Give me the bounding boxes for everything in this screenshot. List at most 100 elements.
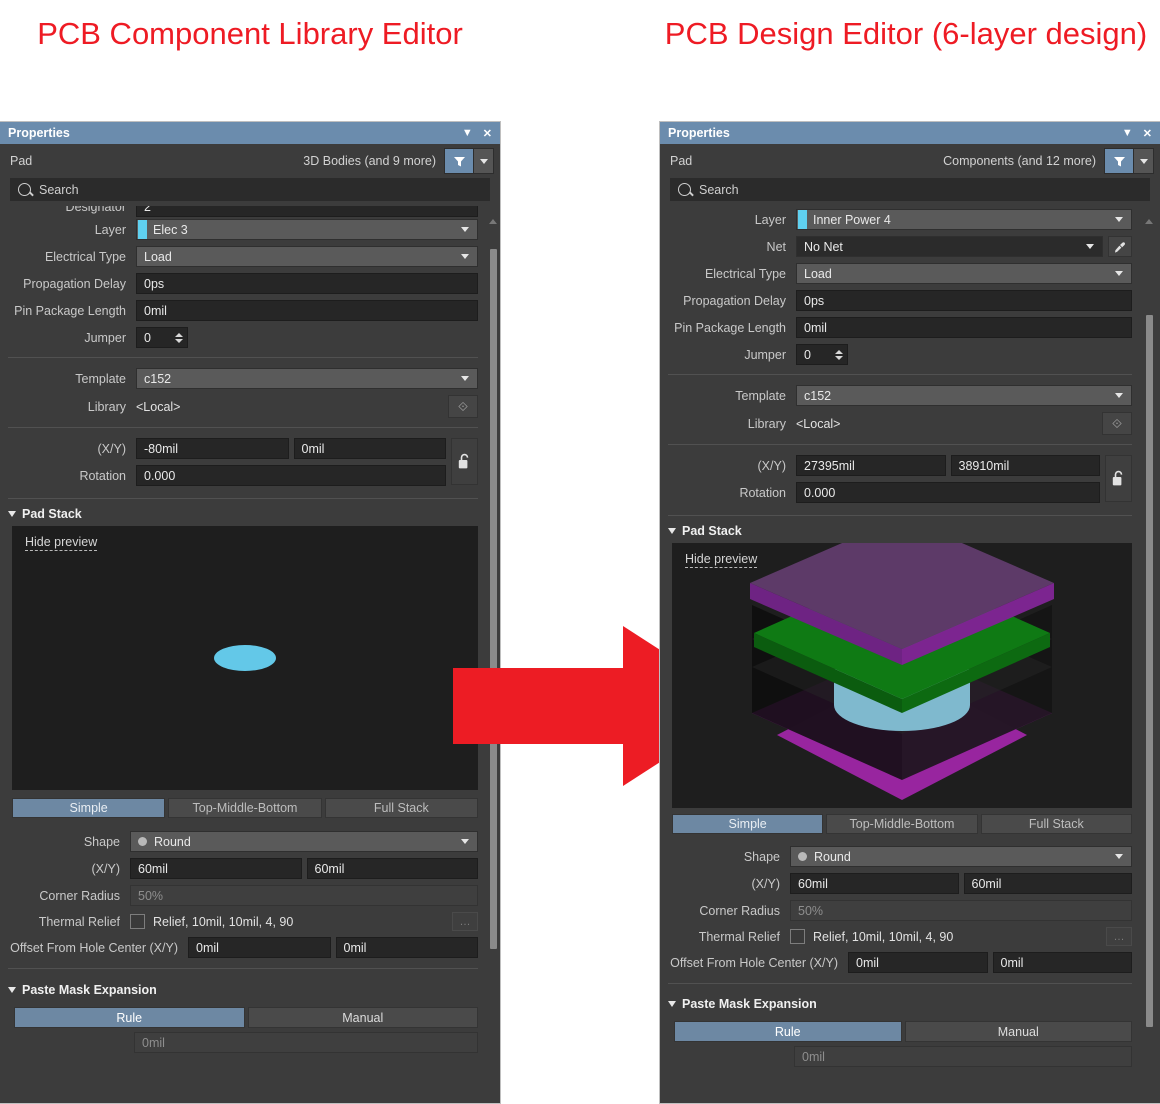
layer-select[interactable]: Inner Power 4 [796,209,1132,230]
paste-mask-header[interactable]: Paste Mask Expansion [4,979,478,1002]
pad-stack-section: Pad Stack Hide preview Simple Top-Middle… [0,501,500,818]
pin-package-length-field[interactable]: 0mil [136,300,478,321]
offset-y-field[interactable]: 0mil [992,952,1132,973]
search-input[interactable]: Search [10,178,490,201]
stack-mode-simple[interactable]: Simple [12,798,166,818]
electrical-type-select[interactable]: Load [796,263,1132,284]
stack-mode-simple[interactable]: Simple [672,814,824,834]
position-y-field[interactable]: 38910mil [950,455,1100,476]
position-y-field[interactable]: 0mil [293,438,446,459]
template-label: Template [75,371,126,386]
offset-hole-row: Offset From Hole Center (X/Y) 0mil 0mil [668,952,1132,973]
search-input[interactable]: Search [670,178,1150,201]
jumper-stepper[interactable]: 0 [796,344,848,365]
paste-mask-header[interactable]: Paste Mask Expansion [664,993,1132,1016]
stepper-arrows[interactable] [175,332,183,343]
close-icon[interactable]: ✕ [1142,127,1152,140]
pad-stack-preview-3d[interactable]: Hide preview [672,543,1132,808]
propagation-delay-field[interactable]: 0ps [136,273,478,294]
pad-stack-header[interactable]: Pad Stack [664,520,1132,543]
rotation-field[interactable]: 0.000 [796,482,1100,503]
jumper-stepper[interactable]: 0 [136,327,188,348]
padlock-open-icon[interactable] [451,438,478,485]
paste-mode-manual[interactable]: Manual [904,1021,1132,1042]
eyedropper-icon[interactable] [1108,236,1132,257]
rotation-field[interactable]: 0.000 [136,465,446,486]
pin-package-length-row: Pin Package Length 0mil [668,317,1132,338]
layer-value: Elec 3 [153,222,188,237]
scroll-thumb[interactable] [490,249,497,949]
chevron-down-icon [835,355,843,360]
stack-mode-top-middle-bottom[interactable]: Top-Middle-Bottom [826,814,978,834]
stack-mode-tabs: Simple Top-Middle-Bottom Full Stack [672,814,1132,834]
chevron-up-icon [835,349,843,354]
collapse-icon[interactable]: ▼ [461,127,473,139]
offset-x-field[interactable]: 0mil [188,937,331,958]
paste-mode-rule[interactable]: Rule [674,1021,902,1042]
propagation-delay-label: Propagation Delay [23,276,126,291]
template-select[interactable]: c152 [796,385,1132,406]
shape-radio-icon [798,852,807,861]
electrical-type-select[interactable]: Load [136,246,478,267]
position-x-field[interactable]: -80mil [136,438,289,459]
ellipsis-button-icon[interactable]: … [1106,927,1132,946]
stack-mode-full-stack[interactable]: Full Stack [324,798,478,818]
paste-expansion-field[interactable]: 0mil [134,1032,478,1053]
offset-y-field[interactable]: 0mil [335,937,478,958]
corner-radius-field[interactable]: 50% [130,885,478,906]
pad-stack-header[interactable]: Pad Stack [4,503,478,526]
thermal-relief-label: Thermal Relief [698,929,780,944]
scroll-up-icon[interactable] [489,219,497,224]
scroll-thumb[interactable] [1146,315,1153,1027]
stack-mode-top-middle-bottom[interactable]: Top-Middle-Bottom [168,798,322,818]
right-vertical-scrollbar[interactable] [1143,217,1156,1103]
pad-size-y-field[interactable]: 60mil [963,873,1132,894]
search-placeholder: Search [39,182,79,197]
padlock-open-icon[interactable] [1105,455,1132,502]
paste-mode-manual[interactable]: Manual [247,1007,478,1028]
pad-size-y-field[interactable]: 60mil [306,858,478,879]
paste-mask-section: Paste Mask Expansion Rule Manual 0mil [0,969,500,1053]
thermal-relief-row: Thermal Relief Relief, 10mil, 10mil, 4, … [668,927,1132,946]
corner-radius-field[interactable]: 50% [790,900,1132,921]
designator-field[interactable]: 2 [136,206,478,217]
stepper-arrows[interactable] [835,349,843,360]
hide-preview-link[interactable]: Hide preview [25,535,98,551]
scroll-up-icon[interactable] [1145,219,1153,224]
template-select[interactable]: c152 [136,368,478,389]
filter-dropdown-button[interactable] [474,148,494,174]
close-icon[interactable]: ✕ [482,127,492,140]
pad-size-x-field[interactable]: 60mil [790,873,959,894]
link-chain-icon[interactable]: ⟐ [448,395,478,418]
layer-select[interactable]: Elec 3 [136,219,478,240]
paste-expansion-field[interactable]: 0mil [794,1046,1132,1067]
template-value: c152 [144,371,172,386]
paste-mode-rule[interactable]: Rule [14,1007,245,1028]
shape-select[interactable]: Round [790,846,1132,867]
designator-label: Designator [65,206,126,214]
pad-stack-preview-2d[interactable]: Hide preview [12,526,478,790]
left-vertical-scrollbar[interactable] [487,217,500,1103]
electrical-type-value: Load [804,266,832,281]
jumper-value: 0 [144,330,151,345]
offset-x-field[interactable]: 0mil [848,952,988,973]
layer-color-swatch [798,210,807,229]
filter-funnel-icon[interactable] [444,148,474,174]
net-select[interactable]: No Net [796,236,1103,257]
filter-dropdown-button[interactable] [1134,148,1154,174]
shape-select[interactable]: Round [130,831,478,852]
propagation-delay-field[interactable]: 0ps [796,290,1132,311]
chevron-down-icon [8,511,16,517]
stack-mode-full-stack[interactable]: Full Stack [980,814,1132,834]
filter-funnel-icon[interactable] [1104,148,1134,174]
collapse-icon[interactable]: ▼ [1121,127,1133,139]
thermal-relief-checkbox[interactable] [130,914,145,929]
link-chain-icon[interactable]: ⟐ [1102,412,1132,435]
pin-package-length-field[interactable]: 0mil [796,317,1132,338]
pad-stack-title: Pad Stack [22,507,82,521]
position-x-field[interactable]: 27395mil [796,455,946,476]
thermal-relief-checkbox[interactable] [790,929,805,944]
ellipsis-button-icon[interactable]: … [452,912,478,931]
electrical-type-row: Electrical Type Load [8,246,478,267]
pad-size-x-field[interactable]: 60mil [130,858,302,879]
